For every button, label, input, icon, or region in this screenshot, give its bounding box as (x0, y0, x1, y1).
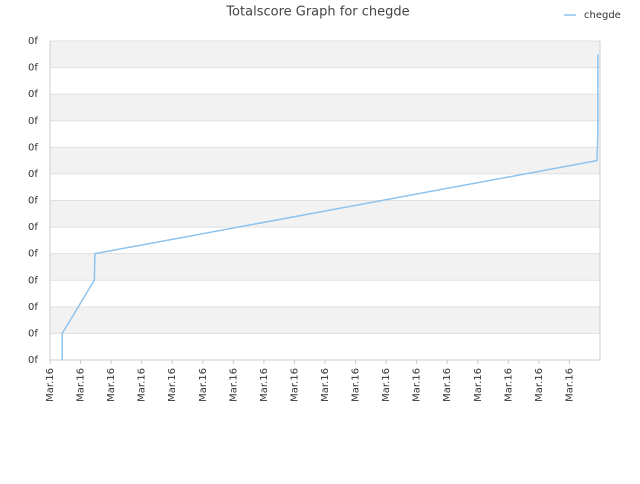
y-tick-label: 0f (28, 222, 38, 233)
x-tick-label: Mar.16 (503, 368, 514, 402)
x-tick-label: Mar.16 (167, 368, 178, 402)
y-tick-label: 0f (28, 36, 38, 47)
plot-band (50, 41, 600, 68)
x-tick-label: Mar.16 (289, 368, 300, 402)
legend-label: chegde (584, 10, 621, 21)
x-tick-label: Mar.16 (534, 368, 545, 402)
y-tick-label: 0f (28, 89, 38, 100)
x-tick-label: Mar.16 (137, 368, 148, 402)
plot-band (50, 306, 600, 334)
x-tick-label: Mar.16 (106, 368, 117, 402)
y-tick-label: 0f (28, 275, 38, 286)
plot-band (50, 94, 600, 121)
x-tick-label: Mar.16 (564, 368, 575, 402)
x-tick-label: Mar.16 (198, 368, 209, 402)
plot-band (50, 200, 600, 228)
y-tick-label: 0f (28, 328, 38, 339)
x-tick-label: Mar.16 (320, 368, 331, 402)
x-tick-label: Mar.16 (228, 368, 239, 402)
y-tick-label: 0f (28, 142, 38, 153)
plot-band (50, 253, 600, 281)
x-tick-label: Mar.16 (351, 368, 362, 402)
x-tick-label: Mar.16 (381, 368, 392, 402)
x-tick-label: Mar.16 (76, 368, 87, 402)
x-tick-label: Mar.16 (473, 368, 484, 402)
y-tick-label: 0f (28, 169, 38, 180)
plot-band (50, 147, 600, 174)
y-tick-label: 0f (28, 63, 38, 74)
y-tick-label: 0f (28, 196, 38, 207)
y-tick-label: 0f (28, 249, 38, 260)
x-tick-label: Mar.16 (45, 368, 56, 402)
y-tick-label: 0f (28, 302, 38, 313)
x-tick-label: Mar.16 (412, 368, 423, 402)
y-tick-label: 0f (28, 355, 38, 366)
x-tick-label: Mar.16 (442, 368, 453, 402)
x-tick-label: Mar.16 (259, 368, 270, 402)
series-line (61, 54, 599, 360)
y-tick-label: 0f (28, 116, 38, 127)
chart-title: Totalscore Graph for chegde (225, 5, 409, 20)
